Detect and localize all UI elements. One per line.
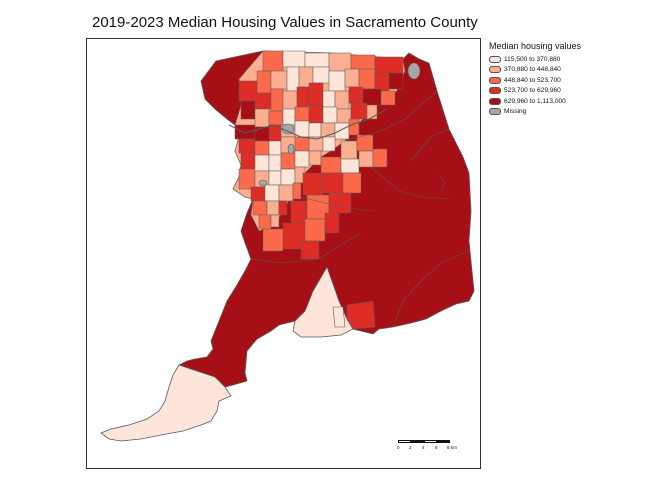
- legend-item: 629,960 to 1,113,000: [489, 96, 609, 106]
- scale-tick: 4: [422, 445, 425, 450]
- legend-item: 448,840 to 523,700: [489, 75, 609, 85]
- legend-swatch: [489, 97, 501, 105]
- legend-label: 370,880 to 448,840: [504, 66, 561, 74]
- county-region-southwest: [100, 364, 232, 442]
- legend-item: 370,880 to 448,840: [489, 65, 609, 75]
- legend-swatch: [489, 66, 501, 74]
- legend-label: 115,500 to 370,880: [504, 55, 561, 63]
- legend-label: Missing: [504, 108, 527, 116]
- scale-segment: [424, 440, 437, 443]
- scale-segment: [411, 440, 424, 443]
- scale-segment: [398, 440, 411, 443]
- legend-swatch: [489, 55, 501, 63]
- scale-tick: 2: [409, 445, 412, 450]
- legend-label: 523,700 to 629,960: [504, 87, 561, 95]
- scale-tick: 0: [397, 445, 400, 450]
- legend-title: Median housing values: [489, 41, 582, 51]
- legend-label: 629,960 to 1,113,000: [504, 97, 566, 105]
- legend-item: Missing: [489, 107, 609, 117]
- scale-tick: 6: [435, 445, 438, 450]
- river: [228, 108, 388, 140]
- scale-segment: [437, 440, 450, 443]
- legend-item: 115,500 to 370,880: [489, 54, 609, 64]
- map-title: 2019-2023 Median Housing Values in Sacra…: [92, 14, 478, 31]
- legend-swatch: [489, 87, 501, 95]
- scale-bar: 0 2 4 6 8 km: [397, 440, 457, 456]
- legend-label: 448,840 to 523,700: [504, 76, 561, 84]
- legend-swatch: [489, 76, 501, 84]
- county-map: [100, 50, 475, 442]
- legend-swatch: [489, 108, 501, 116]
- legend-item: 523,700 to 629,960: [489, 86, 609, 96]
- legend: Median housing values 115,500 to 370,880…: [489, 41, 609, 118]
- scale-tick: 8 km: [447, 445, 457, 450]
- map-frame: [86, 38, 481, 469]
